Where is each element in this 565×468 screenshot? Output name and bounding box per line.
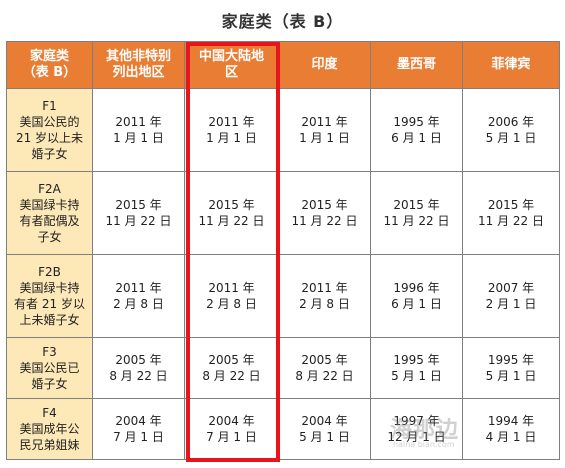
- table-title: 家庭类（表 B）: [0, 8, 565, 32]
- header-category: 家庭类 （表 B）: [7, 42, 93, 89]
- visa-bulletin-table: 家庭类 （表 B） 其他非特别 列出地区 中国大陆地 区 印度 墨西哥 菲律宾: [6, 41, 560, 460]
- date-cell: 2015 年 11 月 22 日: [185, 172, 279, 255]
- header-other-regions: 其他非特别 列出地区: [93, 42, 185, 89]
- header-india: 印度: [279, 42, 371, 89]
- category-cell: F2B 美国绿卡持 有者 21 岁以 上未婚子女: [7, 255, 93, 338]
- header-mexico: 墨西哥: [371, 42, 463, 89]
- category-cell: F1 美国公民的 21 岁以上未 婚子女: [7, 89, 93, 172]
- date-cell: 2015 年 11 月 22 日: [93, 172, 185, 255]
- date-cell: 2015 年 11 月 22 日: [371, 172, 463, 255]
- date-cell: 2015 年 11 月 22 日: [463, 172, 560, 255]
- header-row: 家庭类 （表 B） 其他非特别 列出地区 中国大陆地 区 印度 墨西哥 菲律宾: [7, 42, 560, 89]
- category-cell: F2A 美国绿卡持 有者配偶及 子女: [7, 172, 93, 255]
- date-cell: 2015 年 11 月 22 日: [279, 172, 371, 255]
- watermark-url: haina bian.com: [393, 440, 455, 449]
- table-row: F2A 美国绿卡持 有者配偶及 子女 2015 年 11 月 22 日 2015 …: [7, 172, 560, 255]
- header-philippines: 菲律宾: [463, 42, 560, 89]
- category-cell: F4 美国成年公 民兄弟姐妹: [7, 399, 93, 460]
- category-cell: F3 美国公民已 婚子女: [7, 338, 93, 399]
- header-mainland-china: 中国大陆地 区: [185, 42, 279, 89]
